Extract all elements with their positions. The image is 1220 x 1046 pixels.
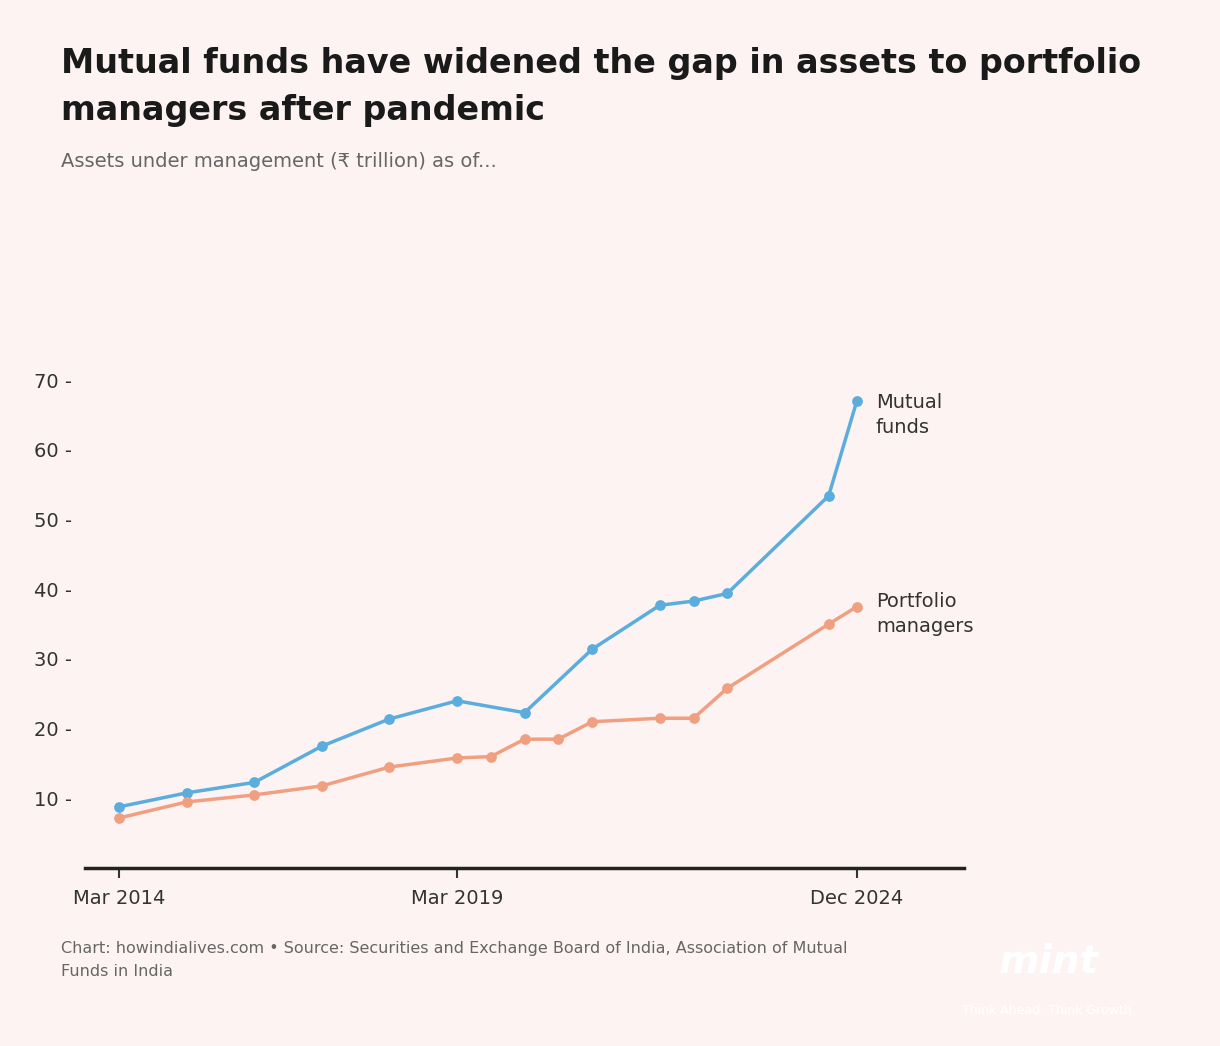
- Point: [177, 794, 196, 811]
- Point: [549, 731, 569, 748]
- Text: Mutual funds have widened the gap in assets to portfolio: Mutual funds have widened the gap in ass…: [61, 47, 1141, 81]
- Point: [379, 758, 399, 775]
- Point: [683, 710, 703, 727]
- Point: [650, 597, 670, 614]
- Point: [819, 616, 838, 633]
- Point: [847, 598, 866, 615]
- Point: [244, 774, 264, 791]
- Text: managers after pandemic: managers after pandemic: [61, 94, 545, 128]
- Text: Mutual
funds: Mutual funds: [876, 393, 942, 437]
- Point: [312, 777, 332, 794]
- Point: [448, 750, 467, 767]
- Text: Think Ahead. Think Growth.: Think Ahead. Think Growth.: [963, 1004, 1136, 1017]
- Point: [312, 737, 332, 754]
- Point: [110, 798, 129, 815]
- Text: Chart: howindialives.com • Source: Securities and Exchange Board of India, Assoc: Chart: howindialives.com • Source: Secur…: [61, 941, 848, 979]
- Point: [515, 731, 534, 748]
- Point: [819, 487, 838, 504]
- Point: [379, 710, 399, 727]
- Point: [717, 585, 737, 601]
- Point: [683, 593, 703, 610]
- Text: Assets under management (₹ trillion) as of...: Assets under management (₹ trillion) as …: [61, 152, 497, 170]
- Point: [650, 710, 670, 727]
- Text: mint: mint: [999, 943, 1099, 981]
- Point: [847, 392, 866, 409]
- Point: [448, 692, 467, 709]
- Point: [582, 713, 601, 730]
- Text: Portfolio
managers: Portfolio managers: [876, 592, 974, 636]
- Point: [582, 641, 601, 658]
- Point: [515, 704, 534, 721]
- Point: [110, 810, 129, 826]
- Point: [177, 784, 196, 801]
- Point: [481, 748, 500, 765]
- Point: [717, 680, 737, 697]
- Point: [244, 787, 264, 803]
